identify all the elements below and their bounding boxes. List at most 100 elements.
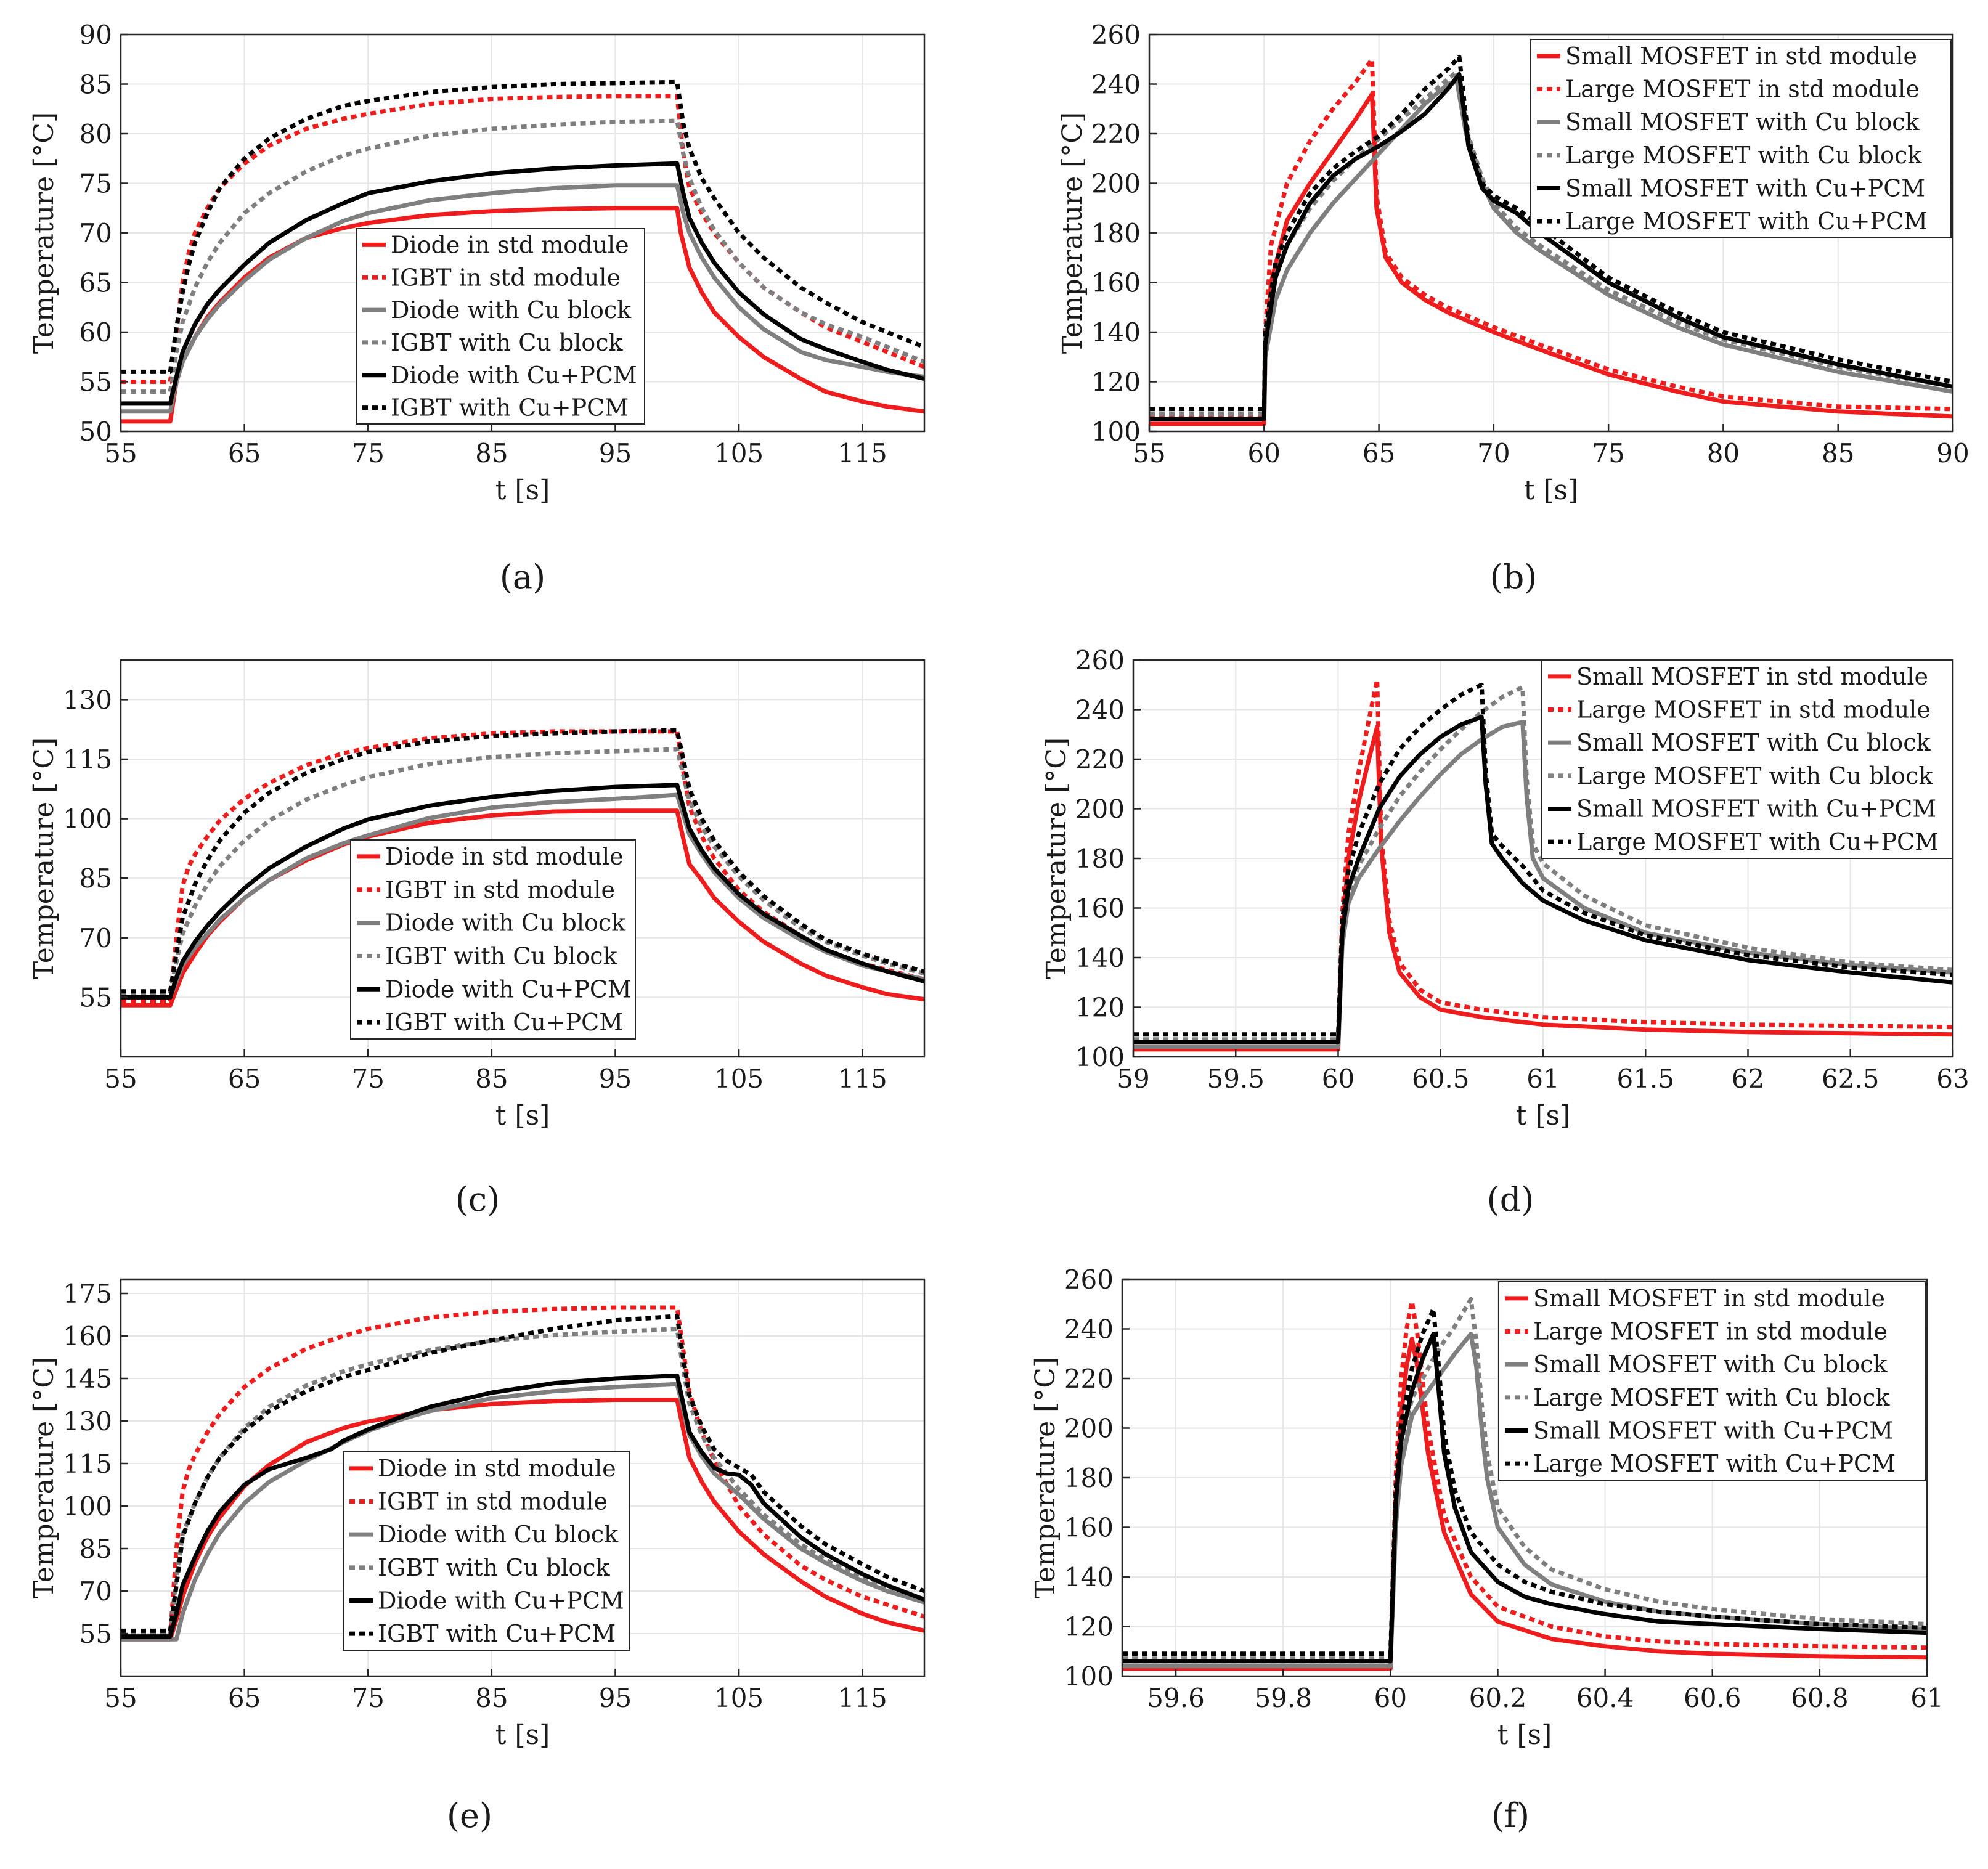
- y-tick-label: 220: [1064, 1364, 1114, 1394]
- x-tick-label: 55: [104, 438, 137, 468]
- y-tick-label: 200: [1091, 169, 1141, 199]
- legend-entry-label: Diode in std module: [391, 231, 629, 258]
- series-line-4: [121, 1327, 924, 1636]
- x-tick-label: 85: [475, 438, 508, 468]
- series-line-1: [121, 808, 924, 1008]
- y-tick-label: 120: [1075, 993, 1125, 1023]
- x-tick-label: 60.6: [1684, 1683, 1742, 1713]
- legend-entry-label: Small MOSFET in std module: [1565, 43, 1917, 70]
- y-axis-label: Temperature [°C]: [1041, 738, 1072, 979]
- y-tick-label: 180: [1091, 218, 1141, 248]
- x-tick-label: 60: [1322, 1064, 1355, 1094]
- x-tick-label: 85: [475, 1683, 508, 1713]
- y-tick-label: 260: [1075, 645, 1125, 675]
- y-tick-label: 160: [1064, 1513, 1114, 1543]
- y-tick-label: 100: [1091, 417, 1141, 447]
- legend-box: [1541, 659, 1953, 859]
- x-tick-label: 60: [1248, 438, 1281, 468]
- x-tick-label: 75: [352, 438, 385, 468]
- y-tick-label: 160: [1075, 894, 1125, 924]
- series-line-5: [121, 161, 924, 406]
- legend-box: [343, 1451, 630, 1651]
- y-tick-label: 200: [1075, 794, 1125, 825]
- x-tick-label: 59.6: [1147, 1683, 1205, 1713]
- x-tick-label: 75: [1592, 438, 1624, 468]
- y-tick-label: 55: [79, 982, 112, 1012]
- series-line-5: [1149, 71, 1953, 421]
- y-tick-label: 200: [1064, 1414, 1114, 1444]
- y-tick-label: 75: [79, 169, 112, 199]
- series-line-2: [1133, 677, 1953, 1044]
- series-line-5: [121, 1373, 924, 1639]
- x-tick-label: 55: [104, 1683, 137, 1713]
- series-line-1: [1149, 92, 1953, 426]
- legend-entry-label: Large MOSFET in std module: [1565, 76, 1920, 103]
- y-tick-label: 85: [79, 1534, 112, 1564]
- panel-caption: (e): [447, 1796, 492, 1835]
- panel-caption: (b): [1490, 558, 1538, 597]
- x-axis-label: t [s]: [1516, 1100, 1571, 1131]
- legend-entry-label: Small MOSFET with Cu block: [1565, 108, 1920, 136]
- x-tick-label: 90: [1936, 438, 1969, 468]
- series-line-6: [1133, 682, 1953, 1037]
- y-tick-label: 50: [79, 417, 112, 447]
- panel-caption: (f): [1491, 1796, 1530, 1835]
- series-line-6: [121, 728, 924, 994]
- legend-entry-label: IGBT with Cu block: [385, 942, 617, 969]
- legend-entry-label: Small MOSFET in std module: [1533, 1285, 1885, 1312]
- y-tick-label: 140: [1091, 317, 1141, 348]
- chart-panel-c: 55 65 75 85 95 105 115 55 70 85 100 115 130 t [s] Temp…: [28, 659, 926, 1219]
- panel-caption: (a): [500, 558, 545, 597]
- x-tick-label: 60.8: [1791, 1683, 1849, 1713]
- legend-entry-label: Large MOSFET with Cu+PCM: [1576, 828, 1939, 855]
- y-tick-label: 180: [1064, 1463, 1114, 1493]
- series-line-2: [121, 729, 924, 1004]
- legend-entry-label: Small MOSFET with Cu block: [1533, 1351, 1888, 1378]
- y-tick-label: 100: [1075, 1042, 1125, 1072]
- legend-entry-label: Large MOSFET with Cu+PCM: [1565, 208, 1928, 235]
- x-tick-label: 55: [104, 1064, 137, 1094]
- legend-entry-label: IGBT with Cu+PCM: [391, 394, 629, 421]
- y-tick-label: 220: [1075, 744, 1125, 775]
- legend-entry-label: IGBT in std module: [378, 1488, 608, 1515]
- x-tick-label: 60.4: [1576, 1683, 1634, 1713]
- y-tick-label: 55: [79, 367, 112, 397]
- x-axis-label: t [s]: [495, 1719, 550, 1751]
- series-line-4: [121, 747, 924, 996]
- x-tick-label: 60.5: [1412, 1064, 1470, 1094]
- y-tick-label: 140: [1064, 1562, 1114, 1592]
- legend-entry-label: IGBT in std module: [385, 876, 615, 903]
- legend: Small MOSFET in std module Large MOSFET i…: [1498, 1281, 1926, 1481]
- y-tick-label: 80: [79, 119, 112, 149]
- x-tick-label: 65: [228, 438, 261, 468]
- series-line-2: [1149, 57, 1953, 419]
- x-tick-label: 60: [1374, 1683, 1407, 1713]
- y-tick-label: 120: [1064, 1612, 1114, 1642]
- chart-panel-e: 55 65 75 85 95 105 115 55 70 85 100 115 130 145 160 175…: [28, 1278, 926, 1835]
- legend-entry-label: Diode with Cu+PCM: [391, 362, 637, 389]
- x-tick-label: 85: [475, 1064, 508, 1094]
- x-tick-label: 61: [1526, 1064, 1559, 1094]
- legend-entry-label: Diode with Cu block: [385, 910, 626, 937]
- legend: Diode in std module IGBT in std module Dio…: [350, 839, 636, 1040]
- legend-entry-label: Large MOSFET in std module: [1576, 696, 1931, 723]
- legend: Small MOSFET in std module Large MOSFET i…: [1530, 39, 1952, 238]
- y-tick-label: 85: [79, 70, 112, 100]
- legend-entry-label: Diode with Cu+PCM: [378, 1587, 624, 1615]
- legend-entry-label: Large MOSFET with Cu block: [1533, 1384, 1890, 1411]
- legend-entry-label: Diode with Cu block: [391, 296, 632, 324]
- x-tick-label: 95: [599, 1064, 632, 1094]
- x-tick-label: 62.5: [1822, 1064, 1880, 1094]
- legend-entry-label: Large MOSFET with Cu+PCM: [1533, 1450, 1896, 1477]
- x-tick-label: 105: [714, 1683, 764, 1713]
- y-tick-label: 70: [79, 1576, 112, 1606]
- y-tick-label: 240: [1064, 1314, 1114, 1345]
- legend: Diode in std module IGBT in std module Dio…: [343, 1451, 630, 1651]
- y-tick-label: 65: [79, 268, 112, 298]
- series-line-6: [1122, 1306, 1927, 1656]
- legend-entry-label: IGBT with Cu block: [391, 329, 623, 356]
- y-axis-label: Temperature [°C]: [1030, 1357, 1061, 1598]
- legend-entry-label: Small MOSFET with Cu+PCM: [1533, 1417, 1893, 1444]
- y-tick-label: 55: [79, 1619, 112, 1649]
